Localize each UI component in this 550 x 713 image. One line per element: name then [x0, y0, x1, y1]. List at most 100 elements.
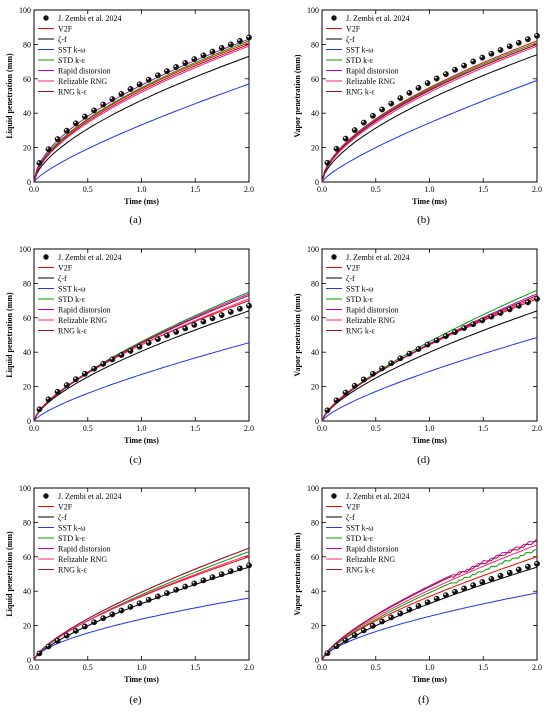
experiment-marker: [200, 577, 207, 584]
experiment-marker: [388, 100, 395, 107]
experiment-marker: [433, 595, 440, 602]
marker-highlight: [489, 577, 492, 579]
x-tick-label: 1.0: [137, 185, 147, 194]
x-axis-title: Time (ms): [124, 675, 159, 684]
y-axis-title: Liquid penetration (mm): [5, 53, 14, 139]
series-line--f: [33, 566, 250, 661]
marker-highlight: [201, 578, 204, 581]
experiment-marker: [36, 650, 43, 657]
marker-highlight: [37, 651, 40, 654]
experiment-marker: [388, 360, 395, 367]
experiment-marker: [470, 321, 477, 328]
experiment-marker: [497, 310, 504, 316]
legend-label: Rapid distorsion: [58, 67, 111, 76]
experiment-marker: [415, 603, 422, 609]
y-axis-title: Vapor penetration (mm): [293, 532, 302, 615]
legend-label: STD k-ε: [346, 56, 374, 65]
marker-highlight: [201, 53, 204, 56]
x-tick-label: 2.0: [244, 185, 254, 194]
marker-highlight: [398, 356, 401, 359]
y-tick-label: 0: [27, 656, 31, 665]
marker-highlight: [517, 41, 519, 43]
experiment-marker: [209, 48, 216, 55]
marker-highlight: [219, 46, 222, 48]
legend-label-experiment: J. Zembi et al. 2024: [58, 253, 122, 262]
experiment-marker: [379, 106, 385, 113]
marker-highlight: [74, 377, 76, 380]
marker-highlight: [526, 37, 528, 40]
experiment-marker: [82, 113, 88, 120]
experiment-marker: [452, 329, 458, 335]
experiment-marker: [488, 576, 495, 582]
marker-highlight: [165, 69, 168, 72]
marker-highlight: [380, 107, 383, 110]
legend-label: Relizable RNG: [346, 555, 395, 564]
series-line--f: [321, 54, 538, 183]
experiment-marker: [461, 325, 467, 331]
marker-highlight: [371, 114, 373, 116]
experiment-marker: [433, 337, 440, 344]
experiment-marker: [488, 313, 495, 320]
experiment-marker: [173, 64, 180, 70]
x-tick-label: 2.0: [244, 424, 254, 433]
marker-highlight: [210, 49, 213, 52]
legend-marker-experiment: [43, 254, 49, 260]
experiment-marker: [127, 347, 134, 354]
marker-highlight: [352, 384, 355, 386]
marker-highlight: [507, 570, 510, 573]
marker-highlight: [74, 629, 76, 631]
marker-highlight: [174, 588, 177, 590]
legend-marker-experiment: [331, 493, 337, 499]
experiment-marker: [433, 75, 440, 82]
panel-label: (e): [129, 694, 142, 706]
marker-highlight: [101, 362, 104, 364]
marker-highlight: [146, 598, 149, 600]
marker-highlight: [156, 594, 158, 597]
y-tick-label: 40: [311, 348, 319, 357]
marker-highlight: [416, 86, 419, 88]
y-tick-label: 20: [311, 622, 319, 631]
y-tick-label: 80: [23, 518, 31, 527]
experiment-marker: [415, 85, 422, 91]
legend-label: RNG k-ε: [346, 327, 376, 336]
experiment-marker: [506, 306, 513, 313]
marker-highlight: [325, 651, 328, 654]
marker-highlight: [137, 345, 140, 347]
legend-label: Relizable RNG: [58, 555, 107, 564]
experiment-marker: [461, 62, 467, 69]
experiment-marker: [91, 619, 98, 626]
experiment-marker: [218, 45, 225, 51]
legend-label: STD k-ε: [58, 56, 86, 65]
marker-highlight: [507, 44, 510, 47]
marker-highlight: [92, 620, 95, 623]
experiment-marker: [127, 604, 134, 610]
experiment-marker: [209, 574, 216, 581]
marker-highlight: [517, 304, 519, 306]
marker-highlight: [183, 584, 186, 587]
experiment-marker: [525, 36, 531, 43]
y-tick-label: 80: [311, 279, 319, 288]
marker-highlight: [498, 311, 501, 313]
marker-highlight: [462, 63, 465, 66]
marker-highlight: [238, 39, 240, 41]
y-tick-label: 20: [23, 383, 31, 392]
marker-highlight: [343, 390, 346, 393]
x-tick-label: 1.5: [478, 185, 488, 194]
chart-panel-2: 0.0 0.5 1.0 1.5 2.0 0 20 40 60 80 100 Time (ms) Vapo…: [293, 6, 542, 226]
x-tick-label: 1.0: [425, 663, 435, 672]
legend-label: Relizable RNG: [58, 77, 107, 86]
marker-highlight: [352, 128, 355, 131]
marker-highlight: [119, 92, 122, 94]
marker-highlight: [334, 644, 337, 647]
x-tick-label: 2.0: [532, 424, 542, 433]
legend-label: V2F: [346, 264, 361, 273]
chart-panel-5: 0.0 0.5 1.0 1.5 2.0 0 20 40 60 80 100 Time (ms) Liqu…: [5, 484, 254, 706]
marker-highlight: [192, 323, 195, 325]
series-line-rapid-distorsion: [321, 43, 538, 183]
legend-label: ζ-f: [346, 35, 355, 44]
experiment-marker: [506, 43, 513, 50]
y-axis-title: Vapor penetration (mm): [293, 54, 302, 137]
series-line-std-k-: [321, 549, 538, 661]
series-line-rng-k-: [33, 547, 250, 661]
